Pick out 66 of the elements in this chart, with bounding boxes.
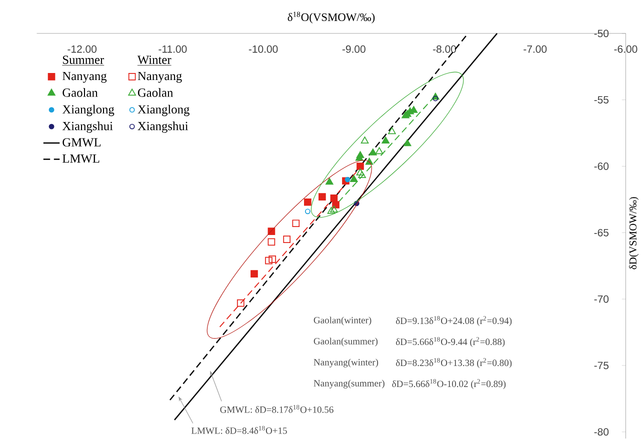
point bbox=[350, 174, 358, 182]
y-tick-label: -50 bbox=[594, 30, 609, 37]
y-tick-label: -60 bbox=[594, 162, 609, 170]
point bbox=[268, 238, 276, 246]
y-tick-label: -80 bbox=[594, 428, 609, 436]
x-tick-label: -12.00 bbox=[68, 45, 97, 53]
legend-label: Nanyang bbox=[138, 72, 182, 83]
point bbox=[432, 96, 438, 102]
annotation: Nanyang(winter) bbox=[314, 358, 378, 368]
legend-label: Xiangshui bbox=[62, 121, 113, 133]
point bbox=[304, 208, 310, 214]
annotation: Winter bbox=[137, 55, 172, 64]
y-axis-title: δD(VSMOW/‰) bbox=[629, 196, 639, 270]
y-tick-label: -65 bbox=[594, 228, 609, 236]
point bbox=[356, 168, 364, 176]
x-tick-label: -9.00 bbox=[342, 45, 366, 53]
annotation: GMWL: δD=8.17δ$^{18}$O+10.56 bbox=[220, 404, 334, 413]
annotation: δD=5.66δ$^{18}$O-9.44 (r$^{2}$=0.88) bbox=[396, 336, 505, 347]
point bbox=[382, 136, 390, 144]
point bbox=[332, 200, 340, 208]
x-axis-title: δ$^{18}$O(VSMOW/‰) bbox=[288, 12, 375, 24]
point bbox=[268, 255, 276, 263]
legend-label: Gaolan bbox=[138, 88, 173, 97]
x-tick-label: -11.00 bbox=[158, 45, 187, 53]
point bbox=[375, 147, 384, 154]
legend-label: Nanyang bbox=[62, 72, 107, 83]
x-tick-label: -6.00 bbox=[614, 45, 638, 53]
annotation: Gaolan(winter) bbox=[314, 316, 372, 326]
point bbox=[292, 220, 300, 227]
point bbox=[326, 178, 334, 184]
point bbox=[327, 206, 336, 214]
y-tick-label: -70 bbox=[594, 295, 609, 303]
x-tick-label: -7.00 bbox=[524, 45, 547, 53]
point bbox=[283, 235, 291, 243]
point bbox=[318, 192, 326, 200]
point bbox=[356, 162, 364, 170]
legend-label: LMWL bbox=[62, 154, 100, 163]
annotation: Gaolan(summer) bbox=[314, 338, 378, 346]
legend-label: Gaolan bbox=[62, 88, 98, 97]
point bbox=[358, 170, 366, 178]
annotation: Summer bbox=[62, 55, 104, 64]
point bbox=[304, 198, 312, 206]
x-tick-label: -8.00 bbox=[433, 45, 456, 53]
legend-label: Xiangshui bbox=[138, 121, 188, 133]
point bbox=[250, 270, 258, 278]
point bbox=[388, 127, 396, 134]
point bbox=[403, 139, 412, 146]
point bbox=[360, 136, 369, 144]
point bbox=[356, 151, 364, 158]
legend-label: GMWL bbox=[62, 138, 101, 146]
annotation: LMWL: δD=8.4δ$^{18}$O+15 bbox=[191, 426, 287, 434]
x-tick-label: -10.00 bbox=[248, 45, 278, 53]
y-tick-label: -75 bbox=[594, 362, 609, 369]
annotation: δD=9.13δ$^{18}$O+24.08 (r$^{2}$=0.94) bbox=[396, 316, 512, 326]
point bbox=[330, 205, 338, 212]
point bbox=[402, 111, 410, 118]
annotation: Nanyang(summer) bbox=[314, 380, 384, 388]
annotation: δD=8.23δ$^{18}$O+13.38 (r$^{2}$=0.80) bbox=[396, 358, 512, 368]
point bbox=[265, 256, 272, 264]
annotation: δD=5.66δ$^{18}$O-10.02 (r$^{2}$=0.89) bbox=[392, 378, 506, 389]
point bbox=[344, 176, 350, 182]
legend-label: Xianglong bbox=[138, 104, 190, 116]
legend-label: Xianglong bbox=[62, 104, 114, 116]
point bbox=[369, 148, 377, 156]
point bbox=[236, 299, 244, 307]
y-tick-label: -55 bbox=[594, 96, 609, 104]
